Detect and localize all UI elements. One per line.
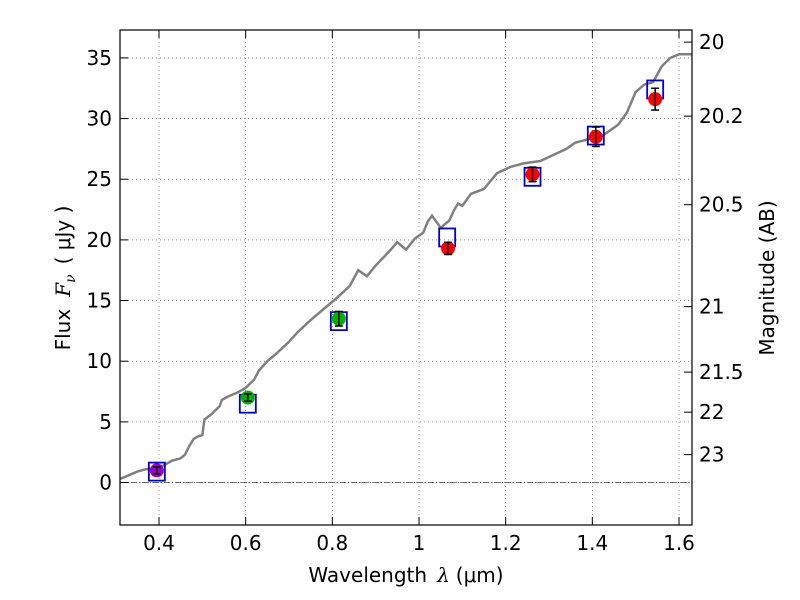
- y-tick-label: 0: [99, 471, 112, 495]
- x-tick-label: 1.2: [490, 531, 522, 555]
- y-tick-label: 35: [87, 46, 112, 70]
- y-tick-label: 30: [87, 107, 112, 131]
- right-tick-label: 22: [699, 400, 724, 424]
- y-tick-label: 25: [87, 167, 112, 191]
- right-axis-label: Magnitude (AB): [755, 200, 779, 355]
- x-tick-label: 1: [413, 531, 426, 555]
- y-tick-label: 20: [87, 228, 112, 252]
- x-tick-label: 0.4: [143, 531, 175, 555]
- y-tick-label: 15: [87, 289, 112, 313]
- right-tick-label: 20: [699, 30, 724, 54]
- y-tick-label: 5: [99, 410, 112, 434]
- x-axis-label: Wavelength λ (μm): [308, 563, 503, 587]
- photometry-points: [149, 87, 663, 478]
- x-tick-label: 1.6: [663, 531, 695, 555]
- axis-ticks: 0.4 0.6 0.8 1 1.2 1.4 1.6 0 5 10 15 20 25 30 35 20 20.2 2…: [87, 30, 744, 555]
- right-tick-label: 20.2: [699, 104, 744, 128]
- y-axis-label: FluxFν( μJy ): [51, 206, 79, 351]
- right-tick-label: 21.5: [699, 360, 744, 384]
- x-tick-label: 1.4: [576, 531, 608, 555]
- model-box: [147, 461, 166, 482]
- x-tick-label: 0.8: [316, 531, 348, 555]
- right-tick-label: 23: [699, 443, 724, 467]
- right-tick-label: 21: [699, 295, 724, 319]
- right-tick-label: 20.5: [699, 193, 744, 217]
- plot-frame: [119, 29, 693, 526]
- x-tick-label: 0.6: [230, 531, 262, 555]
- y-tick-label: 10: [87, 349, 112, 373]
